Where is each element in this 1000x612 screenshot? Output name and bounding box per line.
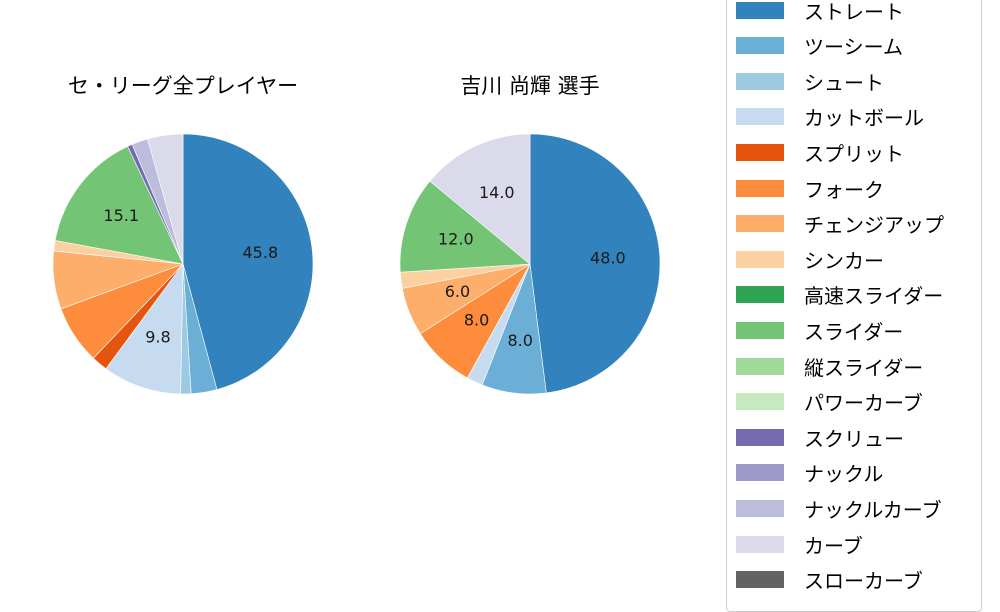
legend-label: カットボール <box>804 106 924 131</box>
legend-item: スプリット <box>736 140 904 166</box>
legend-item: ナックルカーブ <box>736 496 942 522</box>
chart-title-player: 吉川 尚輝 選手 <box>460 74 600 98</box>
legend-label: チェンジアップ <box>804 213 944 238</box>
legend-label: パワーカーブ <box>804 391 923 416</box>
pie-slice <box>399 180 531 273</box>
slice-value-label: 45.8 <box>243 243 279 262</box>
legend-item: カーブ <box>736 532 863 558</box>
pie-slice <box>529 133 661 394</box>
legend-swatch <box>736 1 784 19</box>
legend-swatch <box>736 143 784 161</box>
legend-swatch <box>736 428 784 446</box>
legend-swatch <box>736 72 784 90</box>
legend-item: チェンジアップ <box>736 212 944 238</box>
pie-slice <box>147 133 184 265</box>
legend-item: ツーシーム <box>736 34 903 60</box>
legend-item: フォーク <box>736 176 884 202</box>
pie-slice <box>54 145 184 265</box>
legend-label: 高速スライダー <box>804 284 944 309</box>
legend-swatch <box>736 286 784 304</box>
pie-slice <box>182 133 314 390</box>
slice-value-label: 14.0 <box>479 183 515 202</box>
legend-item: スローカーブ <box>736 568 923 594</box>
legend-swatch <box>736 250 784 268</box>
slice-value-label: 12.0 <box>438 229 474 248</box>
legend-label: スクリュー <box>804 426 904 451</box>
legend-swatch <box>736 499 784 517</box>
legend-swatch <box>736 37 784 55</box>
legend-swatch <box>736 215 784 233</box>
legend-label: 縦スライダー <box>804 355 924 380</box>
legend-label: ツーシーム <box>804 35 903 60</box>
slice-value-label: 8.0 <box>464 310 489 329</box>
legend-item: シュート <box>736 69 884 95</box>
legend-item: スクリュー <box>736 425 904 451</box>
legend-swatch <box>736 393 784 411</box>
legend-item: 高速スライダー <box>736 283 944 309</box>
slice-value-label: 15.1 <box>103 206 139 225</box>
legend-label: スローカーブ <box>804 569 923 594</box>
slice-value-label: 9.8 <box>145 327 170 346</box>
pie-slice <box>429 133 531 265</box>
legend-label: ストレート <box>804 0 904 24</box>
legend-swatch <box>736 321 784 339</box>
legend-label: フォーク <box>804 177 884 202</box>
chart-title-league: セ・リーグ全プレイヤー <box>67 74 299 98</box>
slice-value-label: 6.0 <box>445 282 470 301</box>
legend-label: シンカー <box>804 248 884 273</box>
legend-swatch <box>736 535 784 553</box>
legend-item: カットボール <box>736 105 924 131</box>
slice-value-label: 48.0 <box>590 249 626 268</box>
legend-label: ナックル <box>804 462 884 487</box>
slice-value-label: 8.0 <box>507 331 532 350</box>
legend-label: スプリット <box>804 141 904 166</box>
pie-league: 45.8 9.8 15.1 <box>52 133 314 395</box>
legend-label: スライダー <box>804 319 904 344</box>
legend-swatch <box>736 464 784 482</box>
legend-item: ナックル <box>736 461 884 487</box>
legend-swatch <box>736 357 784 375</box>
legend-label: ナックルカーブ <box>804 497 942 522</box>
legend-swatch <box>736 179 784 197</box>
legend-label: カーブ <box>804 533 863 558</box>
legend-item: 縦スライダー <box>736 354 924 380</box>
legend-item: シンカー <box>736 247 884 273</box>
pie-player: 48.0 8.0 8.0 6.0 12.0 14.0 <box>399 133 661 395</box>
legend: ストレートツーシームシュートカットボール スプリットフォークチェンジアップ シンカー… <box>726 0 982 612</box>
legend-item: ストレート <box>736 0 904 24</box>
pie-slice <box>105 263 184 395</box>
legend-item: パワーカーブ <box>736 390 923 416</box>
legend-item: スライダー <box>736 318 904 344</box>
legend-swatch <box>736 571 784 589</box>
legend-label: シュート <box>804 70 884 95</box>
legend-swatch <box>736 108 784 126</box>
